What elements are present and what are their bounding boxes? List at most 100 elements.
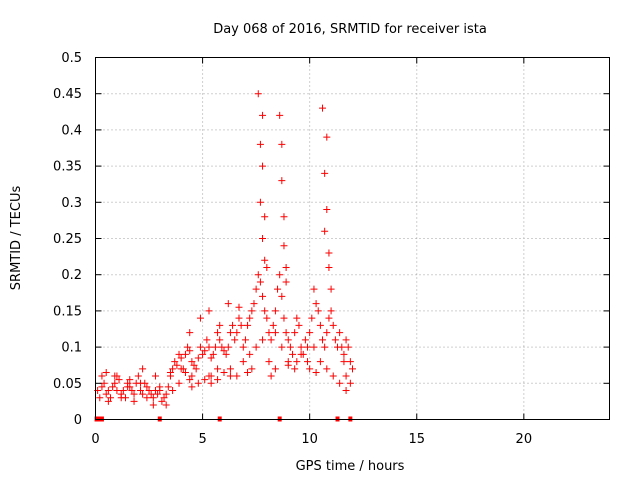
data-point <box>329 372 337 380</box>
data-point <box>98 372 106 380</box>
data-point <box>267 372 275 380</box>
data-point <box>282 329 290 337</box>
data-point <box>169 365 177 373</box>
data-point <box>186 347 194 355</box>
data-point <box>113 387 121 395</box>
data-point <box>216 321 224 329</box>
y-tick-label: 0.3 <box>61 196 82 211</box>
data-point <box>289 350 297 358</box>
y-tick-label: 0.45 <box>53 87 82 102</box>
data-point <box>226 372 234 380</box>
data-point <box>100 379 108 387</box>
data-point <box>323 133 331 141</box>
data-point <box>256 140 264 148</box>
data-point <box>259 292 267 300</box>
data-point <box>254 90 262 98</box>
data-point <box>188 372 196 380</box>
data-point <box>115 376 123 384</box>
data-point <box>226 329 234 337</box>
data-point <box>214 329 222 337</box>
data-point <box>284 336 292 344</box>
data-point <box>162 390 170 398</box>
data-point <box>117 394 125 402</box>
data-point <box>248 307 256 315</box>
x-tick-label: 15 <box>408 432 425 447</box>
data-point <box>327 307 335 315</box>
data-point <box>104 397 112 405</box>
data-point <box>96 394 104 402</box>
y-tick-label: 0.4 <box>61 123 82 138</box>
data-point <box>261 256 269 264</box>
data-point <box>175 379 183 387</box>
y-tick-label: 0.2 <box>61 268 82 283</box>
data-point <box>196 343 204 351</box>
data-point <box>314 307 322 315</box>
data-point <box>321 343 329 351</box>
data-point <box>186 329 194 337</box>
data-point <box>256 198 264 206</box>
data-point <box>201 347 209 355</box>
data-point <box>323 329 331 337</box>
data-point <box>175 350 183 358</box>
x-tick-label: 5 <box>198 432 206 447</box>
data-point <box>316 358 324 366</box>
chart-title: Day 068 of 2016, SRMTID for receiver ist… <box>213 22 487 37</box>
data-point <box>276 271 284 279</box>
data-point <box>271 307 279 315</box>
data-point <box>235 303 243 311</box>
data-point <box>104 387 112 395</box>
data-point <box>171 358 179 366</box>
data-point <box>205 307 213 315</box>
data-point <box>130 397 138 405</box>
data-point <box>177 354 185 362</box>
data-point <box>139 390 147 398</box>
data-point <box>194 354 202 362</box>
data-point <box>265 329 273 337</box>
data-point <box>295 321 303 329</box>
data-point <box>263 314 271 322</box>
data-point <box>342 372 350 380</box>
data-point <box>319 336 327 344</box>
data-point <box>342 336 350 344</box>
data-point <box>173 361 181 369</box>
data-point <box>237 321 245 329</box>
data-point <box>130 390 138 398</box>
data-point <box>226 365 234 373</box>
data-point <box>154 390 162 398</box>
data-point <box>188 358 196 366</box>
data-point <box>136 387 144 395</box>
data-point <box>188 383 196 391</box>
data-point <box>321 169 329 177</box>
data-point <box>239 343 247 351</box>
data-point <box>246 314 254 322</box>
data-point <box>207 379 215 387</box>
data-point <box>111 379 119 387</box>
y-tick-label: 0.1 <box>61 341 82 356</box>
data-point <box>321 227 329 235</box>
data-point <box>346 358 354 366</box>
data-point <box>214 365 222 373</box>
data-point <box>291 365 299 373</box>
data-point <box>278 343 286 351</box>
data-point <box>139 365 147 373</box>
data-point <box>310 343 318 351</box>
data-point <box>246 350 254 358</box>
data-point <box>269 321 277 329</box>
x-tick-label: 10 <box>301 432 318 447</box>
data-point <box>244 321 252 329</box>
data-point <box>205 372 213 380</box>
data-point <box>325 263 333 271</box>
data-point <box>201 376 209 384</box>
data-point <box>199 350 207 358</box>
data-point <box>224 343 232 351</box>
data-point <box>265 358 273 366</box>
data-point <box>162 401 170 409</box>
data-point <box>113 372 121 380</box>
data-point <box>205 343 213 351</box>
data-point <box>256 278 264 286</box>
data-point <box>297 350 305 358</box>
data-point <box>278 292 286 300</box>
data-point <box>222 350 230 358</box>
data-point <box>340 358 348 366</box>
tick-labels: 0 0.05 0.1 0.15 0.2 0.25 0.3 0.35 0.4 0.45 0.5 0 5 10… <box>53 51 532 447</box>
